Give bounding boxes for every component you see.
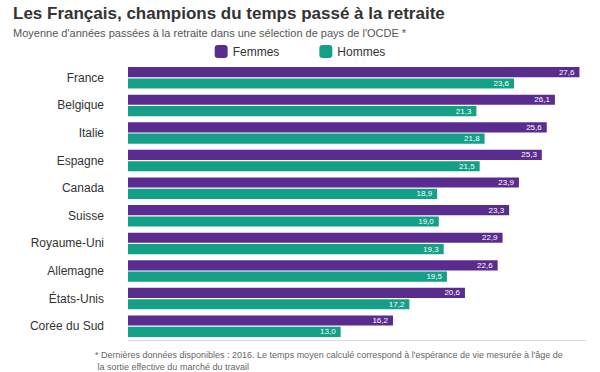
svg-text:20,6: 20,6 [444, 288, 460, 297]
svg-text:Espagne: Espagne [57, 154, 105, 168]
svg-text:16,2: 16,2 [372, 316, 388, 325]
svg-text:19,3: 19,3 [423, 245, 439, 254]
svg-text:Belgique: Belgique [57, 98, 104, 112]
svg-text:Royaume-Uni: Royaume-Uni [31, 236, 104, 250]
svg-text:Corée du Sud: Corée du Sud [30, 319, 104, 333]
svg-text:22,6: 22,6 [477, 261, 493, 270]
svg-text:19,0: 19,0 [418, 217, 434, 226]
svg-text:21,5: 21,5 [459, 162, 475, 171]
svg-text:Suisse: Suisse [68, 209, 104, 223]
svg-text:21,8: 21,8 [464, 134, 480, 143]
svg-text:26,1: 26,1 [534, 95, 550, 104]
svg-text:Hommes: Hommes [337, 45, 385, 59]
svg-text:23,9: 23,9 [498, 178, 514, 187]
svg-text:23,3: 23,3 [489, 206, 505, 215]
svg-text:18,9: 18,9 [417, 189, 433, 198]
svg-text:17,2: 17,2 [389, 300, 405, 309]
svg-text:Les Français, champions du tem: Les Français, champions du temps passé à… [13, 4, 445, 23]
svg-text:Allemagne: Allemagne [47, 264, 104, 278]
svg-text:22,9: 22,9 [482, 233, 498, 242]
svg-text:25,6: 25,6 [526, 123, 542, 132]
svg-text:la sortie effective du marché: la sortie effective du marché du travail [95, 362, 249, 372]
svg-text:* Dernières données disponible: * Dernières données disponibles : 2016. … [95, 350, 563, 360]
svg-text:21,3: 21,3 [456, 107, 472, 116]
svg-text:13,0: 13,0 [320, 327, 336, 336]
svg-text:19,5: 19,5 [426, 272, 442, 281]
svg-text:25,3: 25,3 [521, 150, 537, 159]
svg-text:Femmes: Femmes [233, 45, 280, 59]
svg-text:Moyenne d'années passées à la: Moyenne d'années passées à la retraite d… [13, 27, 407, 39]
svg-text:Canada: Canada [62, 181, 104, 195]
svg-text:États-Unis: États-Unis [49, 291, 104, 306]
svg-text:Italie: Italie [79, 126, 105, 140]
svg-text:23,6: 23,6 [493, 79, 509, 88]
svg-text:France: France [67, 71, 105, 85]
svg-text:27,6: 27,6 [559, 68, 575, 77]
